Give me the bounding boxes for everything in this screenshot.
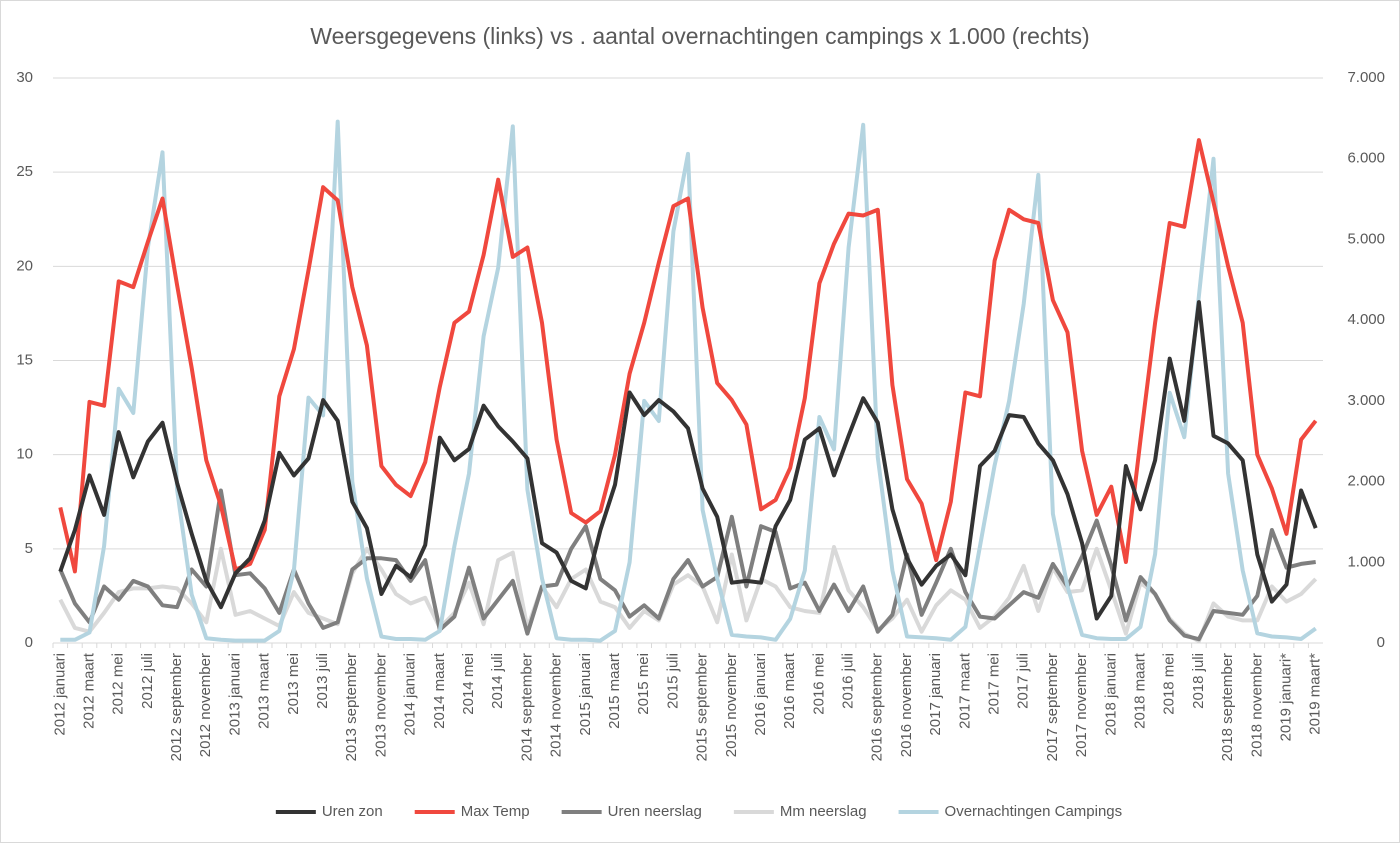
x-tick-label: 2013 januari bbox=[226, 653, 243, 736]
legend-label: Overnachtingen Campings bbox=[945, 803, 1123, 820]
legend-label: Uren zon bbox=[322, 803, 383, 820]
x-tick-label: 2017 januari bbox=[927, 653, 944, 736]
x-tick-label: 2012 januari bbox=[51, 653, 68, 736]
series-line bbox=[58, 545, 1318, 644]
y-tick-label: 30 bbox=[16, 69, 33, 86]
y-tick-label: 10 bbox=[16, 446, 33, 463]
series-line bbox=[58, 300, 1318, 621]
x-tick-label: 2012 maart bbox=[80, 652, 97, 729]
x-tick-label: 2013 maart bbox=[256, 652, 273, 729]
x-tick-label: 2015 november bbox=[723, 653, 740, 757]
x-tick-label: 2014 januari bbox=[402, 653, 419, 736]
y-tick-label: 20 bbox=[16, 257, 33, 274]
x-tick-label: 2015 juli bbox=[664, 653, 681, 709]
x-tick-label: 2018 november bbox=[1248, 653, 1265, 757]
y-tick-label: 5 bbox=[25, 540, 33, 557]
chart-title: Weersgegevens (links) vs . aantal overna… bbox=[310, 23, 1089, 49]
x-tick-label: 2016 juli bbox=[840, 653, 857, 709]
x-tick-label: 2016 mei bbox=[810, 653, 827, 715]
y2-tick-label: 7.000 bbox=[1347, 69, 1385, 86]
x-tick-label: 2012 mei bbox=[110, 653, 127, 715]
legend-label: Max Temp bbox=[461, 803, 530, 820]
x-tick-label: 2012 juli bbox=[139, 653, 156, 709]
x-tick-label: 2014 september bbox=[518, 653, 535, 761]
x-tick-label: 2014 juli bbox=[489, 653, 506, 709]
x-tick-label: 2019 januari* bbox=[1277, 653, 1294, 742]
x-tick-label: 2016 januari bbox=[752, 653, 769, 736]
x-tick-label: 2015 september bbox=[694, 653, 711, 761]
x-tick-label: 2017 mei bbox=[986, 653, 1003, 715]
x-tick-label: 2015 januari bbox=[577, 653, 594, 736]
y-tick-label: 25 bbox=[16, 163, 33, 180]
x-tick-label: 2018 januari bbox=[1102, 653, 1119, 736]
series-line bbox=[58, 138, 1318, 574]
x-tick-label: 2018 juli bbox=[1190, 653, 1207, 709]
x-tick-label: 2018 maart bbox=[1131, 652, 1148, 729]
y2-tick-label: 6.000 bbox=[1347, 150, 1385, 167]
y2-tick-label: 4.000 bbox=[1347, 311, 1385, 328]
x-tick-label: 2014 november bbox=[548, 653, 565, 757]
y-tick-label: 15 bbox=[16, 351, 33, 368]
series-line bbox=[58, 488, 1316, 642]
x-tick-label: 2012 november bbox=[197, 653, 214, 757]
y2-tick-label: 1.000 bbox=[1347, 553, 1385, 570]
x-tick-label: 2016 september bbox=[869, 653, 886, 761]
x-tick-label: 2017 juli bbox=[1015, 653, 1032, 709]
x-tick-label: 2013 september bbox=[343, 653, 360, 761]
x-tick-label: 2014 mei bbox=[460, 653, 477, 715]
y2-tick-label: 0 bbox=[1377, 634, 1385, 651]
x-tick-label: 2017 maart bbox=[956, 652, 973, 729]
x-tick-label: 2015 mei bbox=[635, 653, 652, 715]
x-tick-label: 2017 november bbox=[1073, 653, 1090, 757]
x-tick-label: 2018 mei bbox=[1161, 653, 1178, 715]
x-tick-label: 2013 mei bbox=[285, 653, 302, 715]
x-tick-label: 2018 september bbox=[1219, 653, 1236, 761]
x-tick-label: 2012 september bbox=[168, 653, 185, 761]
x-tick-label: 2014 maart bbox=[431, 652, 448, 729]
y2-tick-label: 2.000 bbox=[1347, 473, 1385, 490]
x-tick-label: 2016 november bbox=[898, 653, 915, 757]
x-tick-label: 2015 maart bbox=[606, 652, 623, 729]
legend-label: Uren neerslag bbox=[608, 803, 702, 820]
x-tick-label: 2013 juli bbox=[314, 653, 331, 709]
y2-tick-label: 5.000 bbox=[1347, 230, 1385, 247]
series-line bbox=[60, 119, 1317, 643]
x-tick-label: 2016 maart bbox=[781, 652, 798, 729]
legend-label: Mm neerslag bbox=[780, 803, 867, 820]
y-tick-label: 0 bbox=[25, 634, 33, 651]
x-tick-label: 2019 maart* bbox=[1307, 653, 1324, 735]
x-tick-label: 2013 november bbox=[372, 653, 389, 757]
x-tick-label: 2017 september bbox=[1044, 653, 1061, 761]
y2-tick-label: 3.000 bbox=[1347, 392, 1385, 409]
